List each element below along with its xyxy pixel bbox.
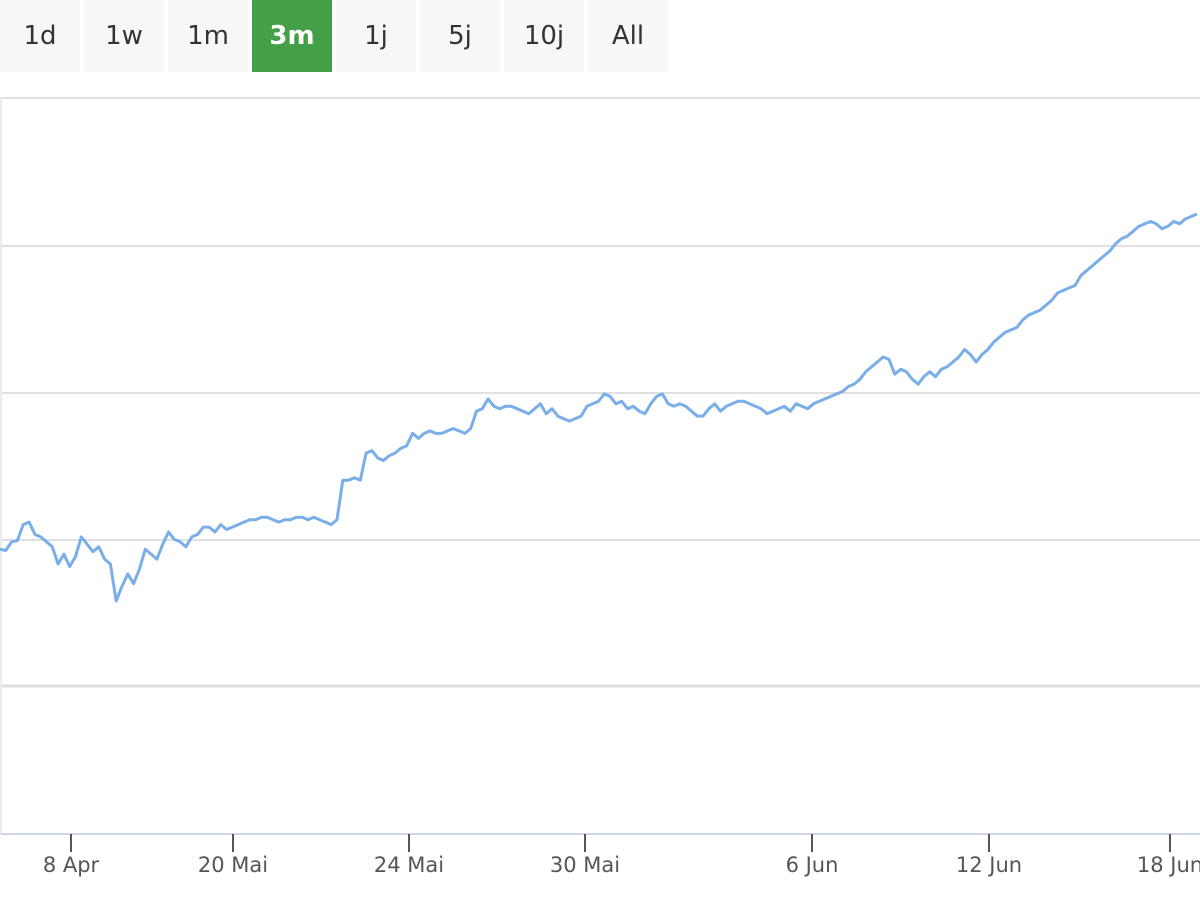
x-tick-label: 6 Jun xyxy=(786,853,839,877)
range-button-10j[interactable]: 10j xyxy=(504,0,584,72)
x-axis-ticks: 8 Apr 20 Mai 24 Mai 30 Mai 6 Jun 12 Jun 18 Jun xyxy=(43,834,1200,877)
x-tick-label: 12 Jun xyxy=(956,853,1022,877)
range-button-1w[interactable]: 1w xyxy=(84,0,164,72)
series-line xyxy=(0,212,1198,603)
range-button-all[interactable]: All xyxy=(588,0,668,72)
range-button-1d[interactable]: 1d xyxy=(0,0,80,72)
x-tick-label: 20 Mai xyxy=(198,853,268,877)
x-tick-label: 8 Apr xyxy=(43,853,100,877)
x-tick-label: 24 Mai xyxy=(374,853,444,877)
range-button-5j[interactable]: 5j xyxy=(420,0,500,72)
series-layer xyxy=(0,212,1198,603)
x-tick-label: 30 Mai xyxy=(550,853,620,877)
x-tick-label: 18 Jun xyxy=(1137,853,1200,877)
range-button-1m[interactable]: 1m xyxy=(168,0,248,72)
range-button-3m[interactable]: 3m xyxy=(252,0,332,72)
range-button-1j[interactable]: 1j xyxy=(336,0,416,72)
